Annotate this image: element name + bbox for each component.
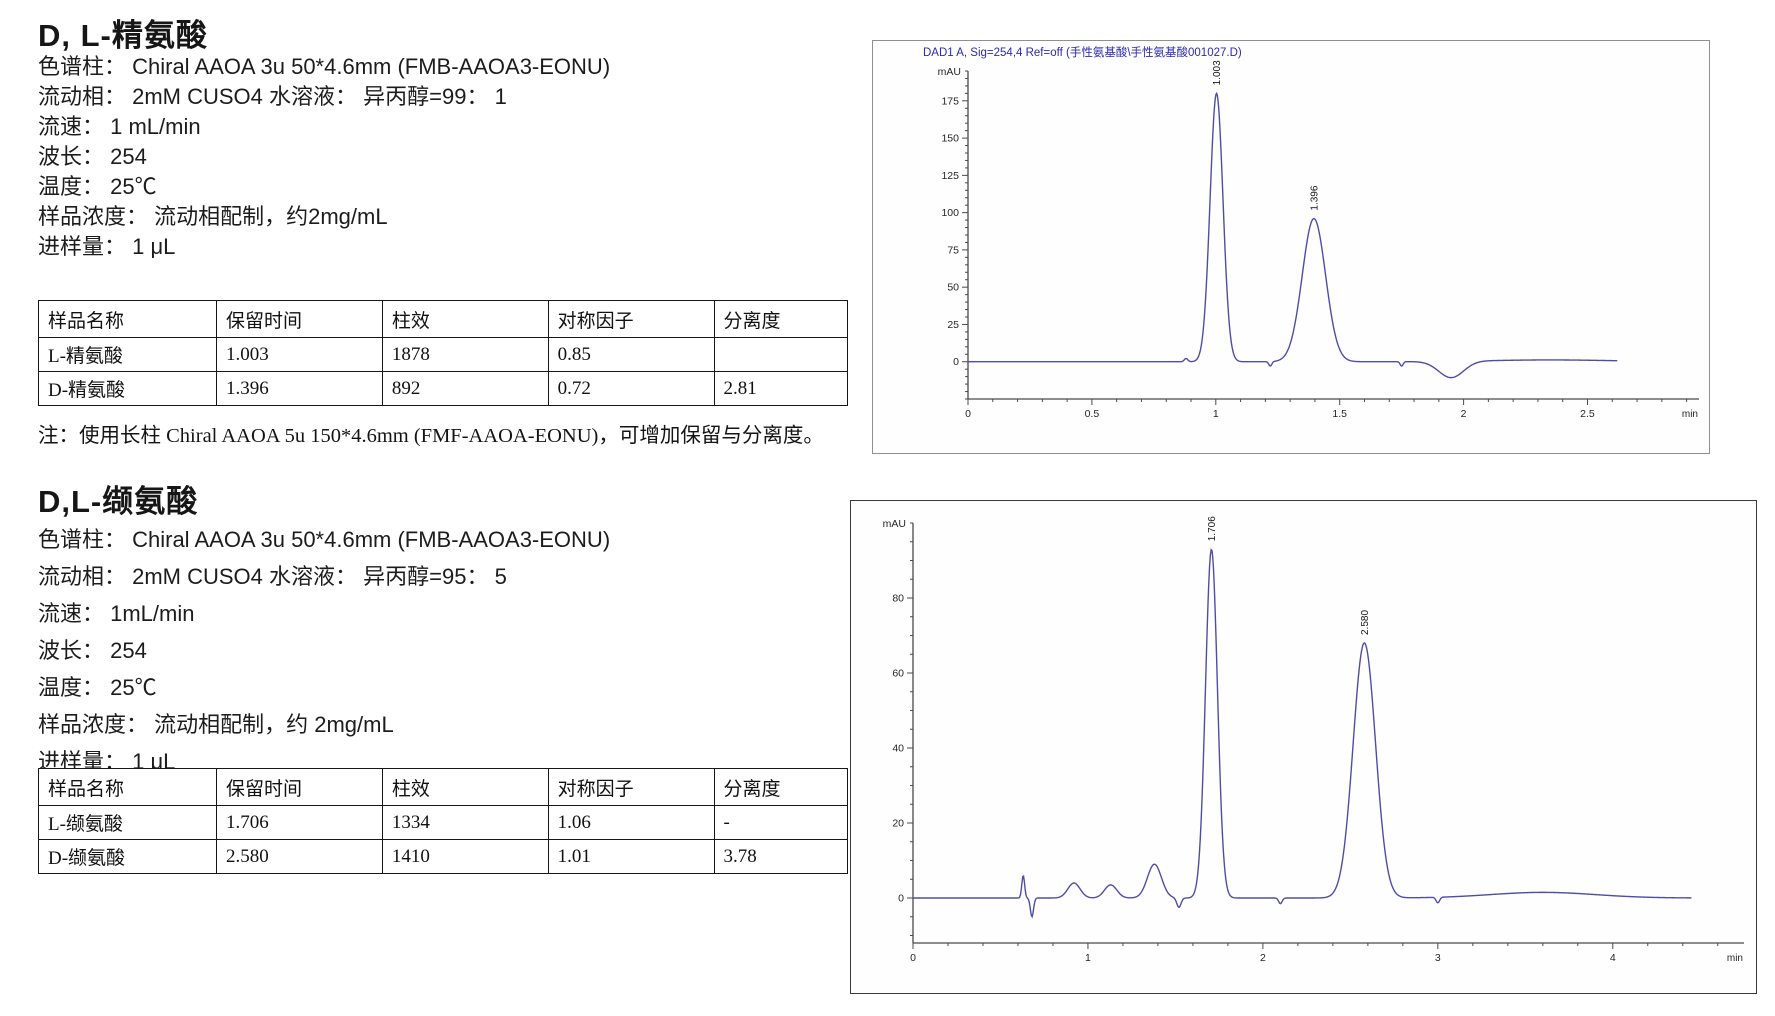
note-long-column: 注：使用长柱 Chiral AAOA 5u 150*4.6mm (FMF-AAO… bbox=[38, 425, 824, 447]
y-axis-unit: mAU bbox=[883, 518, 906, 530]
svg-text:50: 50 bbox=[947, 282, 959, 294]
table-row: L-精氨酸 1.003 1878 0.85 bbox=[38, 337, 848, 372]
svg-text:1.5: 1.5 bbox=[1332, 408, 1347, 420]
x-axis-unit: min bbox=[1727, 953, 1743, 964]
method-parameter-line: 温度： 25℃ bbox=[38, 675, 157, 700]
method-parameter-line: 流速： 1 mL/min bbox=[38, 114, 201, 139]
table-cell: L-缬氨酸 bbox=[38, 805, 217, 840]
table-cell: - bbox=[713, 805, 848, 840]
method-parameter-line: 温度： 25℃ bbox=[38, 174, 157, 199]
chromatogram-arginine-svg: DAD1 A, Sig=254,4 Ref=off (手性氨基酸\手性氨基酸00… bbox=[923, 45, 1699, 420]
table-header-cell: 分离度 bbox=[713, 768, 848, 806]
method-parameter-line: 波长： 254 bbox=[38, 144, 147, 169]
table-cell: 0.72 bbox=[547, 371, 715, 406]
table-header-cell: 样品名称 bbox=[38, 300, 217, 338]
chromatogram-valine: 0 20 40 60 80 mAU 0 1 2 3 4 min 1.706 2.580 bbox=[850, 500, 1757, 994]
svg-text:100: 100 bbox=[941, 207, 959, 219]
table-cell bbox=[713, 337, 848, 372]
svg-text:60: 60 bbox=[892, 668, 904, 680]
table-cell: 3.78 bbox=[713, 839, 848, 874]
chromatogram-trace bbox=[968, 91, 1618, 379]
svg-text:0.5: 0.5 bbox=[1085, 408, 1100, 420]
table-header-cell: 保留时间 bbox=[215, 768, 383, 806]
svg-text:2: 2 bbox=[1461, 408, 1467, 420]
svg-text:25: 25 bbox=[947, 319, 959, 331]
svg-text:1: 1 bbox=[1213, 408, 1219, 420]
svg-text:40: 40 bbox=[892, 743, 904, 755]
table-row: D-精氨酸 1.396 892 0.72 2.81 bbox=[38, 371, 848, 406]
table-header-cell: 分离度 bbox=[713, 300, 848, 338]
method-parameter-line: 波长： 254 bbox=[38, 638, 147, 663]
table-row: D-缬氨酸 2.580 1410 1.01 3.78 bbox=[38, 839, 848, 874]
table-header-row: 样品名称 保留时间 柱效 对称因子 分离度 bbox=[38, 300, 848, 338]
method-parameter-line: 流动相： 2mM CUSO4 水溶液： 异丙醇=99： 1 bbox=[38, 84, 507, 109]
method-parameters-valine: 色谱柱： Chiral AAOA 3u 50*4.6mm (FMB-AAOA3-… bbox=[38, 521, 610, 780]
table-cell: D-缬氨酸 bbox=[38, 839, 217, 874]
table-cell: D-精氨酸 bbox=[38, 371, 217, 406]
chromatogram-arginine: DAD1 A, Sig=254,4 Ref=off (手性氨基酸\手性氨基酸00… bbox=[872, 40, 1710, 454]
svg-text:150: 150 bbox=[941, 133, 959, 145]
svg-text:0: 0 bbox=[953, 356, 959, 368]
peak-retention-label: 1.396 bbox=[1309, 185, 1320, 210]
table-cell: 1.01 bbox=[547, 839, 715, 874]
table-header-cell: 对称因子 bbox=[547, 300, 715, 338]
table-header-cell: 保留时间 bbox=[215, 300, 383, 338]
x-axis-unit: min bbox=[1682, 409, 1698, 420]
results-table-arginine: 样品名称 保留时间 柱效 对称因子 分离度 L-精氨酸 1.003 1878 0.85 D-精氨酸… bbox=[38, 300, 848, 406]
svg-text:0: 0 bbox=[965, 408, 971, 420]
svg-text:75: 75 bbox=[947, 244, 959, 256]
svg-text:2: 2 bbox=[1260, 952, 1266, 964]
table-header-cell: 样品名称 bbox=[38, 768, 217, 806]
table-cell: 2.580 bbox=[215, 839, 383, 874]
svg-text:4: 4 bbox=[1610, 952, 1616, 964]
method-parameter-line: 流动相： 2mM CUSO4 水溶液： 异丙醇=95： 5 bbox=[38, 564, 507, 589]
svg-text:3: 3 bbox=[1435, 952, 1441, 964]
svg-text:2.5: 2.5 bbox=[1580, 408, 1595, 420]
table-row: L-缬氨酸 1.706 1334 1.06- bbox=[38, 805, 848, 840]
method-parameter-line: 色谱柱： Chiral AAOA 3u 50*4.6mm (FMB-AAOA3-… bbox=[38, 54, 611, 79]
peak-retention-label: 1.706 bbox=[1207, 516, 1218, 541]
y-axis-unit: mAU bbox=[938, 66, 961, 78]
chromatogram-valine-svg: 0 20 40 60 80 mAU 0 1 2 3 4 min 1.706 2.580 bbox=[883, 516, 1744, 964]
method-parameter-line: 样品浓度： 流动相配制，约 2mg/mL bbox=[38, 712, 394, 737]
table-cell: 1.706 bbox=[215, 805, 383, 840]
table-header-cell: 对称因子 bbox=[547, 768, 715, 806]
svg-text:0: 0 bbox=[898, 893, 904, 905]
table-cell: 1.003 bbox=[215, 337, 383, 372]
table-cell: 1334 bbox=[381, 805, 549, 840]
results-table-valine: 样品名称 保留时间 柱效 对称因子 分离度 L-缬氨酸 1.706 1334 1.06- D-缬氨… bbox=[38, 768, 848, 874]
svg-text:175: 175 bbox=[941, 95, 959, 107]
table-cell: 1410 bbox=[381, 839, 549, 874]
chart-title: DAD1 A, Sig=254,4 Ref=off (手性氨基酸\手性氨基酸00… bbox=[923, 45, 1242, 59]
method-parameter-line: 样品浓度： 流动相配制，约2mg/mL bbox=[38, 204, 388, 229]
method-parameters-arginine: 色谱柱： Chiral AAOA 3u 50*4.6mm (FMB-AAOA3-… bbox=[38, 52, 610, 262]
table-cell: 892 bbox=[381, 371, 549, 406]
table-cell: L-精氨酸 bbox=[38, 337, 217, 372]
section-title-arginine: D, L-精氨酸 bbox=[38, 18, 208, 53]
svg-text:0: 0 bbox=[910, 952, 916, 964]
method-parameter-line: 色谱柱： Chiral AAOA 3u 50*4.6mm (FMB-AAOA3-… bbox=[38, 527, 611, 552]
svg-text:125: 125 bbox=[941, 170, 959, 182]
svg-text:20: 20 bbox=[892, 818, 904, 830]
table-cell: 1.396 bbox=[215, 371, 383, 406]
peak-retention-label: 1.003 bbox=[1212, 60, 1223, 85]
chromatogram-trace bbox=[913, 548, 1692, 919]
table-cell: 1878 bbox=[381, 337, 549, 372]
table-header-cell: 柱效 bbox=[381, 300, 549, 338]
method-parameter-line: 流速： 1mL/min bbox=[38, 601, 195, 626]
table-cell: 1.06 bbox=[547, 805, 715, 840]
section-title-valine: D,L-缬氨酸 bbox=[38, 484, 199, 519]
table-cell: 0.85 bbox=[547, 337, 715, 372]
table-header-cell: 柱效 bbox=[381, 768, 549, 806]
table-cell: 2.81 bbox=[713, 371, 848, 406]
method-parameter-line: 进样量： 1 μL bbox=[38, 234, 176, 259]
table-header-row: 样品名称 保留时间 柱效 对称因子 分离度 bbox=[38, 768, 848, 806]
svg-text:80: 80 bbox=[892, 593, 904, 605]
svg-text:1: 1 bbox=[1085, 952, 1091, 964]
peak-retention-label: 2.580 bbox=[1360, 610, 1371, 635]
